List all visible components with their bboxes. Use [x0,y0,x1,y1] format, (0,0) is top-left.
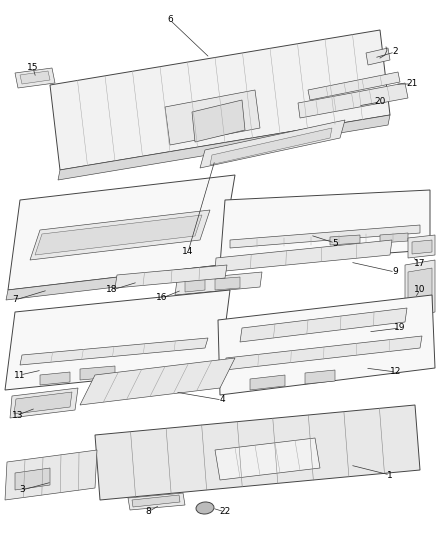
Ellipse shape [196,502,214,514]
Polygon shape [5,290,230,390]
Polygon shape [95,405,420,500]
Text: 15: 15 [27,63,39,72]
Text: 20: 20 [374,98,386,107]
Polygon shape [132,495,180,507]
Polygon shape [225,336,422,370]
Polygon shape [8,175,235,290]
Polygon shape [5,450,97,500]
Polygon shape [215,438,320,480]
Polygon shape [366,48,390,65]
Polygon shape [40,372,70,385]
Polygon shape [298,83,408,118]
Text: 1: 1 [387,471,393,480]
Polygon shape [20,338,208,365]
Text: 17: 17 [414,259,426,268]
Polygon shape [35,215,202,255]
Polygon shape [50,30,390,170]
Polygon shape [80,358,235,405]
Polygon shape [240,308,407,342]
Text: 10: 10 [414,286,426,295]
Polygon shape [408,235,435,258]
Polygon shape [220,190,430,265]
Polygon shape [80,366,115,380]
Polygon shape [20,71,50,84]
Text: 21: 21 [406,79,418,88]
Polygon shape [10,388,78,418]
Text: 5: 5 [332,238,338,247]
Text: 14: 14 [182,247,194,256]
Text: 18: 18 [106,286,118,295]
Text: 8: 8 [145,507,151,516]
Text: 22: 22 [219,507,231,516]
Polygon shape [14,392,72,414]
Polygon shape [58,115,390,180]
Text: 11: 11 [14,370,26,379]
Text: 16: 16 [156,294,168,303]
Text: 7: 7 [12,295,18,304]
Polygon shape [215,277,240,290]
Polygon shape [308,72,400,100]
Polygon shape [218,295,435,395]
Polygon shape [185,278,205,292]
Polygon shape [210,128,332,165]
Polygon shape [15,68,55,88]
Polygon shape [230,225,420,248]
Polygon shape [6,265,220,300]
Polygon shape [412,240,432,254]
Text: 4: 4 [219,395,225,405]
Text: 9: 9 [392,268,398,277]
Polygon shape [380,233,408,243]
Polygon shape [408,268,432,314]
Polygon shape [192,100,245,142]
Polygon shape [30,210,210,260]
Polygon shape [165,90,260,145]
Text: 13: 13 [12,410,24,419]
Polygon shape [15,468,50,490]
Text: 3: 3 [19,486,25,495]
Polygon shape [405,260,435,318]
Polygon shape [215,240,392,272]
Polygon shape [200,120,345,168]
Polygon shape [330,235,360,245]
Polygon shape [128,493,185,510]
Text: 12: 12 [390,367,402,376]
Polygon shape [250,375,285,390]
Text: 2: 2 [392,47,398,56]
Text: 19: 19 [394,324,406,333]
Text: 6: 6 [167,15,173,25]
Polygon shape [305,370,335,384]
Polygon shape [115,265,227,288]
Polygon shape [175,272,262,295]
